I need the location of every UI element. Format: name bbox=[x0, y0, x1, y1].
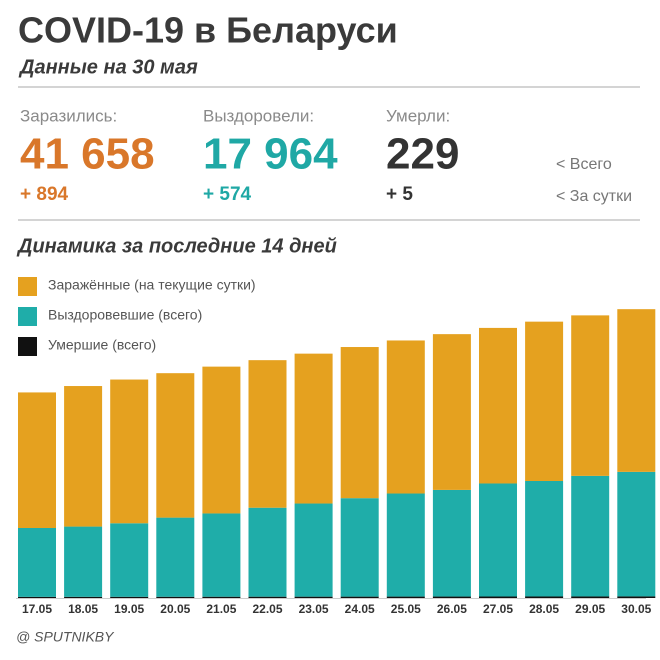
bar-segment bbox=[110, 379, 149, 524]
legend-swatch bbox=[18, 307, 37, 326]
bar-segment bbox=[571, 315, 610, 476]
bar-segment bbox=[386, 493, 425, 597]
x-tick-label: 22.05 bbox=[252, 602, 282, 616]
footer: @ SPUTNIKBY bbox=[16, 629, 115, 645]
stat-total: 41 658 bbox=[20, 130, 155, 179]
stat-daily: + 5 bbox=[386, 184, 413, 205]
legend-swatch bbox=[18, 337, 37, 356]
bar-segment bbox=[386, 340, 425, 494]
bar-segment bbox=[525, 596, 564, 598]
stat-total: 229 bbox=[386, 130, 459, 179]
bar-segment bbox=[64, 596, 103, 598]
chart-title: Динамика за последние 14 дней bbox=[16, 235, 337, 257]
x-tick-label: 23.05 bbox=[299, 602, 329, 616]
bar-segment bbox=[432, 596, 471, 598]
bar-segment bbox=[617, 309, 656, 472]
subtitle: Данные на 30 мая bbox=[18, 56, 198, 78]
bar-segment bbox=[479, 483, 517, 597]
bar-segment bbox=[386, 596, 425, 598]
bar-segment bbox=[18, 392, 56, 528]
stat-label: Выздоровели: bbox=[203, 106, 314, 125]
bar-segment bbox=[294, 503, 333, 597]
stat-daily: + 574 bbox=[203, 184, 252, 205]
bar-segment bbox=[571, 596, 610, 598]
bar-segment bbox=[18, 596, 56, 598]
bar-segment bbox=[18, 527, 56, 597]
stat-total: 17 964 bbox=[203, 130, 338, 179]
legend-label: Умершие (всего) bbox=[48, 337, 156, 353]
hint-total: < Всего bbox=[556, 156, 612, 173]
bar-segment bbox=[110, 523, 149, 597]
x-tick-label: 21.05 bbox=[206, 602, 236, 616]
bar-segment bbox=[617, 471, 656, 597]
bar-segment bbox=[340, 498, 379, 597]
bar-segment bbox=[340, 596, 379, 598]
bar-segment bbox=[202, 513, 241, 597]
bar-segment bbox=[525, 321, 564, 481]
stat-label: Заразились: bbox=[20, 106, 117, 125]
bar-segment bbox=[110, 596, 149, 598]
x-tick-label: 26.05 bbox=[437, 602, 467, 616]
bar-segment bbox=[156, 596, 195, 598]
stat-label: Умерли: bbox=[386, 106, 450, 125]
x-tick-label: 30.05 bbox=[621, 602, 651, 616]
bar-segment bbox=[202, 366, 241, 514]
bar-segment bbox=[571, 475, 610, 597]
bar-segment bbox=[432, 334, 471, 490]
legend-swatch bbox=[18, 277, 37, 296]
x-tick-label: 19.05 bbox=[114, 602, 144, 616]
x-tick-label: 28.05 bbox=[529, 602, 559, 616]
bar-segment bbox=[202, 596, 241, 598]
bar-segment bbox=[248, 507, 287, 597]
x-tick-label: 17.05 bbox=[22, 602, 52, 616]
x-tick-label: 20.05 bbox=[160, 602, 190, 616]
bar-segment bbox=[64, 526, 103, 597]
title: COVID-19 в Беларуси bbox=[18, 10, 398, 51]
bar-segment bbox=[248, 596, 287, 598]
hint-daily: < За сутки bbox=[556, 188, 632, 205]
legend-label: Заражённые (на текущие сутки) bbox=[48, 277, 256, 293]
x-tick-label: 27.05 bbox=[483, 602, 513, 616]
bar-segment bbox=[64, 386, 103, 527]
x-tick-label: 18.05 bbox=[68, 602, 98, 616]
bar-segment bbox=[479, 327, 517, 484]
bar-segment bbox=[525, 480, 564, 597]
x-tick-label: 24.05 bbox=[345, 602, 375, 616]
bar-segment bbox=[432, 489, 471, 597]
bar-segment bbox=[156, 373, 195, 518]
legend-label: Выздоровевшие (всего) bbox=[48, 307, 202, 323]
bar-segment bbox=[294, 596, 333, 598]
bar-segment bbox=[479, 596, 517, 598]
bar-segment bbox=[294, 353, 333, 504]
bar-segment bbox=[340, 347, 379, 499]
x-tick-label: 29.05 bbox=[575, 602, 605, 616]
bar-segment bbox=[248, 360, 287, 508]
stat-daily: + 894 bbox=[20, 184, 69, 205]
bar-segment bbox=[156, 517, 195, 597]
x-tick-label: 25.05 bbox=[391, 602, 421, 616]
bar-segment bbox=[617, 596, 656, 598]
